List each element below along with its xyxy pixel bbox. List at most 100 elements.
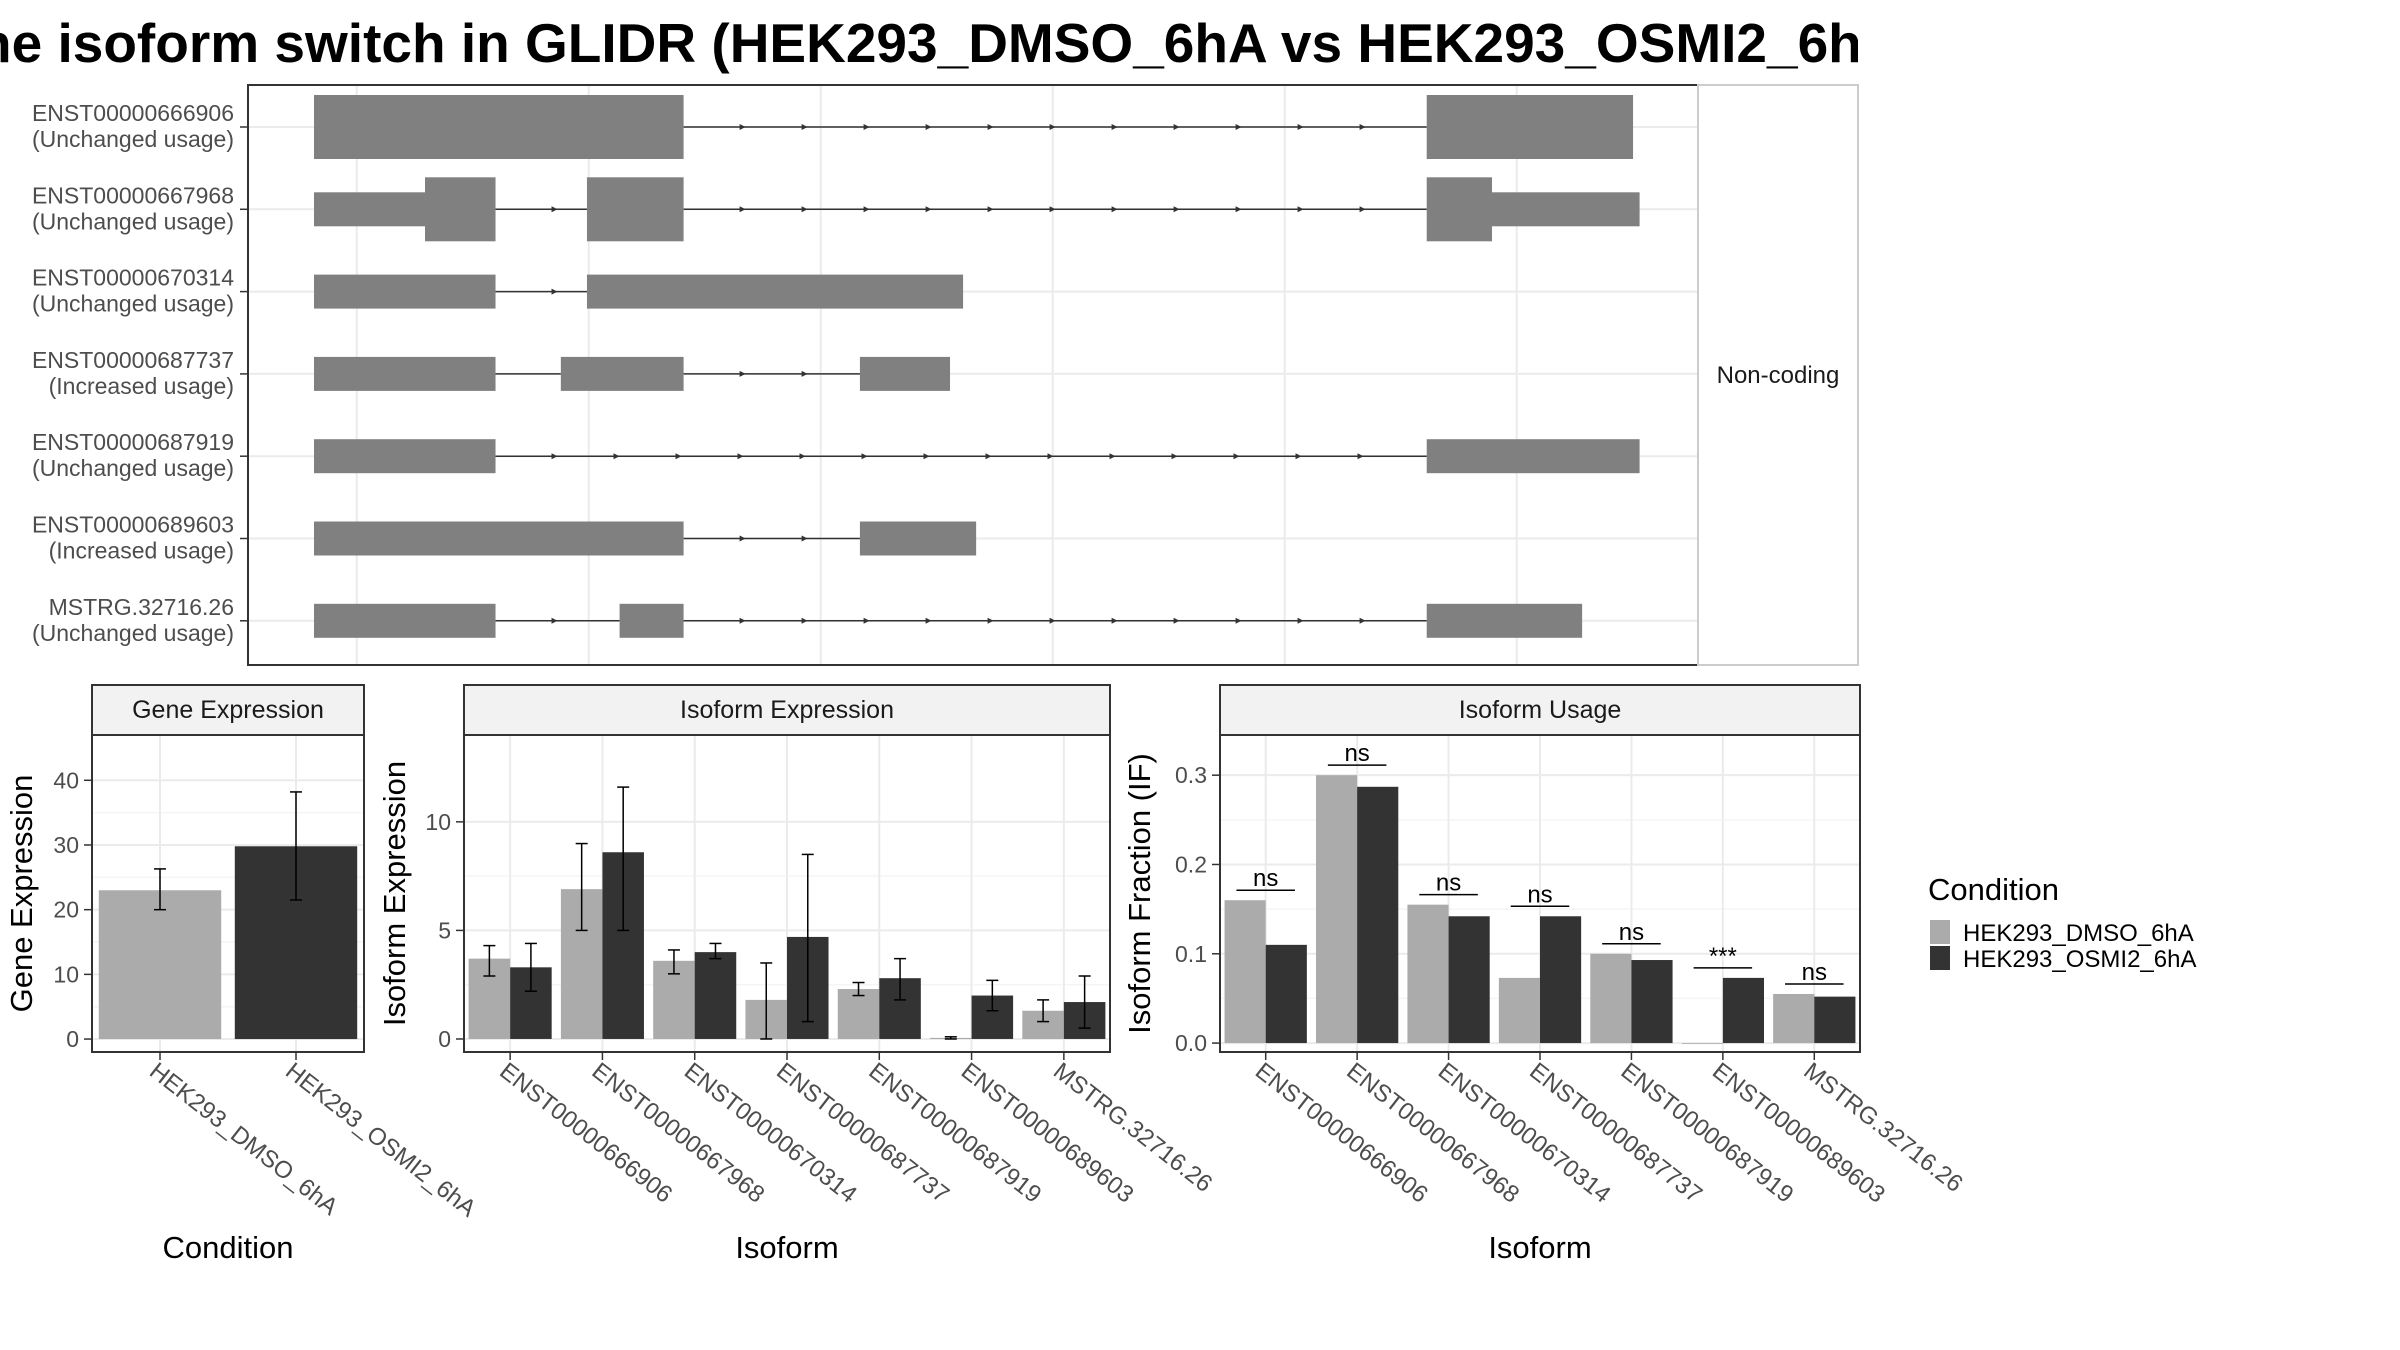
legend-item-label: HEK293_OSMI2_6hA bbox=[1963, 946, 2196, 973]
intron-arrow bbox=[1111, 206, 1118, 213]
transcript-usage-label: (Increased usage) bbox=[49, 373, 234, 399]
isoform-usage-xtick-label: ENST00000689603 bbox=[1707, 1057, 1890, 1208]
isoform-expression-strip bbox=[463, 684, 1111, 736]
intron-arrow bbox=[551, 206, 558, 213]
intron-arrow bbox=[923, 453, 930, 460]
isoform-expression-ytick-label: 10 bbox=[425, 809, 451, 835]
isoform-usage-xtick-label: ENST00000670314 bbox=[1433, 1057, 1616, 1208]
exon-block bbox=[1426, 439, 1640, 474]
isoform-usage-bar bbox=[1498, 977, 1540, 1044]
transcript-usage-label: (Unchanged usage) bbox=[32, 455, 234, 481]
transcript-id-label: ENST00000687737 bbox=[32, 347, 234, 373]
exon-block bbox=[859, 521, 977, 556]
gene-expression-ytick-label: 40 bbox=[53, 767, 79, 793]
facet-label-non-coding: Non-coding bbox=[1717, 362, 1840, 389]
legend-title: Condition bbox=[1928, 872, 2059, 907]
isoform-usage-bar bbox=[1540, 916, 1582, 1044]
intron-arrow bbox=[1235, 617, 1242, 624]
intron-arrow bbox=[613, 453, 620, 460]
transcript-usage-label: (Unchanged usage) bbox=[32, 620, 234, 646]
exon-block bbox=[1426, 95, 1634, 159]
isoform-usage-bar bbox=[1407, 904, 1449, 1044]
transcript-id-label: ENST00000689603 bbox=[32, 512, 234, 538]
isoform-usage-significance-label: ns bbox=[1253, 865, 1278, 892]
intron-arrow bbox=[801, 617, 808, 624]
intron-arrow bbox=[799, 453, 806, 460]
isoform-usage-ytick-label: 0.2 bbox=[1175, 851, 1207, 877]
isoform-usage-xtick-label: ENST00000687919 bbox=[1616, 1057, 1799, 1208]
intron-arrow bbox=[1297, 124, 1304, 130]
transcript-usage-label: (Unchanged usage) bbox=[32, 126, 234, 152]
transcript-facet-strip bbox=[1697, 84, 1859, 666]
intron-arrow bbox=[675, 453, 682, 460]
intron-arrow bbox=[863, 206, 870, 213]
intron-arrow bbox=[1295, 453, 1302, 460]
isoform-expression-xtick-label: ENST00000687919 bbox=[864, 1057, 1047, 1208]
intron-arrow bbox=[1173, 617, 1180, 624]
intron-arrow bbox=[801, 370, 808, 377]
intron-arrow bbox=[985, 453, 992, 460]
exon-block bbox=[560, 356, 684, 391]
isoform-expression-xtick-label: ENST00000689603 bbox=[956, 1057, 1139, 1208]
transcript-usage-label: (Increased usage) bbox=[49, 538, 234, 564]
intron-arrow bbox=[1173, 124, 1180, 130]
isoform-expression-xtick-label: ENST00000666906 bbox=[494, 1057, 677, 1208]
intron-arrow bbox=[1357, 453, 1364, 460]
intron-arrow bbox=[1047, 453, 1054, 460]
intron-arrow bbox=[987, 124, 994, 130]
legend-swatch bbox=[1930, 920, 1950, 944]
intron-arrow bbox=[863, 617, 870, 624]
isoform-usage-bar bbox=[1265, 944, 1307, 1044]
intron-arrow bbox=[1173, 206, 1180, 213]
intron-arrow bbox=[987, 617, 994, 624]
transcript-usage-label: (Unchanged usage) bbox=[32, 208, 234, 234]
gene-expression-strip bbox=[91, 684, 365, 736]
intron-arrow bbox=[863, 124, 870, 130]
exon-block bbox=[586, 177, 684, 242]
isoform-expression-bar bbox=[837, 989, 880, 1039]
isoform-usage-ytick-label: 0.0 bbox=[1175, 1030, 1207, 1056]
isoform-expression-xtick-label: ENST00000667968 bbox=[587, 1057, 770, 1208]
isoform-usage-x-axis-title: Isoform bbox=[1488, 1230, 1591, 1265]
intron-arrow bbox=[1297, 206, 1304, 213]
isoform-usage-xtick-label: ENST00000667968 bbox=[1341, 1057, 1524, 1208]
exon-block bbox=[314, 95, 684, 159]
transcript-id-label: ENST00000667968 bbox=[32, 182, 234, 208]
gene-expression-bar bbox=[98, 890, 222, 1040]
isoform-usage-ytick-label: 0.1 bbox=[1175, 941, 1207, 967]
intron-arrow bbox=[1297, 617, 1304, 624]
intron-arrow bbox=[801, 535, 808, 542]
isoform-expression-y-axis-title: Isoform Expression bbox=[377, 761, 412, 1026]
intron-arrow bbox=[1049, 124, 1056, 130]
isoform-usage-xtick-label: MSTRG.32716.26 bbox=[1799, 1057, 1968, 1197]
intron-arrow bbox=[1109, 453, 1116, 460]
isoform-usage-xtick-label: ENST00000687737 bbox=[1524, 1057, 1707, 1208]
intron-arrow bbox=[551, 453, 558, 460]
transcript-id-label: MSTRG.32716.26 bbox=[49, 594, 234, 620]
isoform-usage-strip-label: Isoform Usage bbox=[1459, 696, 1622, 724]
intron-arrow bbox=[739, 535, 746, 542]
isoform-usage-bar bbox=[1316, 775, 1358, 1044]
isoform-usage-significance-label: ns bbox=[1436, 870, 1461, 897]
isoform-usage-significance-label: *** bbox=[1709, 943, 1737, 970]
isoform-usage-bar bbox=[1773, 993, 1815, 1044]
isoform-usage-xtick-label: ENST00000666906 bbox=[1250, 1057, 1433, 1208]
exon-block bbox=[314, 192, 426, 227]
intron-arrow bbox=[1359, 124, 1366, 130]
intron-arrow bbox=[739, 124, 746, 130]
intron-arrow bbox=[1111, 617, 1118, 624]
intron-arrow bbox=[739, 617, 746, 624]
intron-arrow bbox=[551, 288, 558, 295]
gene-expression-panel-border bbox=[91, 734, 365, 1053]
exon-block bbox=[425, 177, 496, 242]
gene-expression-y-axis-title: Gene Expression bbox=[4, 775, 39, 1013]
intron-arrow bbox=[739, 206, 746, 213]
isoform-expression-bar bbox=[694, 952, 737, 1039]
isoform-expression-ytick-label: 0 bbox=[438, 1026, 451, 1052]
intron-arrow bbox=[925, 617, 932, 624]
isoform-usage-y-axis-title: Isoform Fraction (IF) bbox=[1122, 753, 1157, 1034]
intron-arrow bbox=[1359, 206, 1366, 213]
isoform-usage-significance-label: ns bbox=[1802, 959, 1827, 986]
legend-item-label: HEK293_DMSO_6hA bbox=[1963, 920, 2194, 947]
